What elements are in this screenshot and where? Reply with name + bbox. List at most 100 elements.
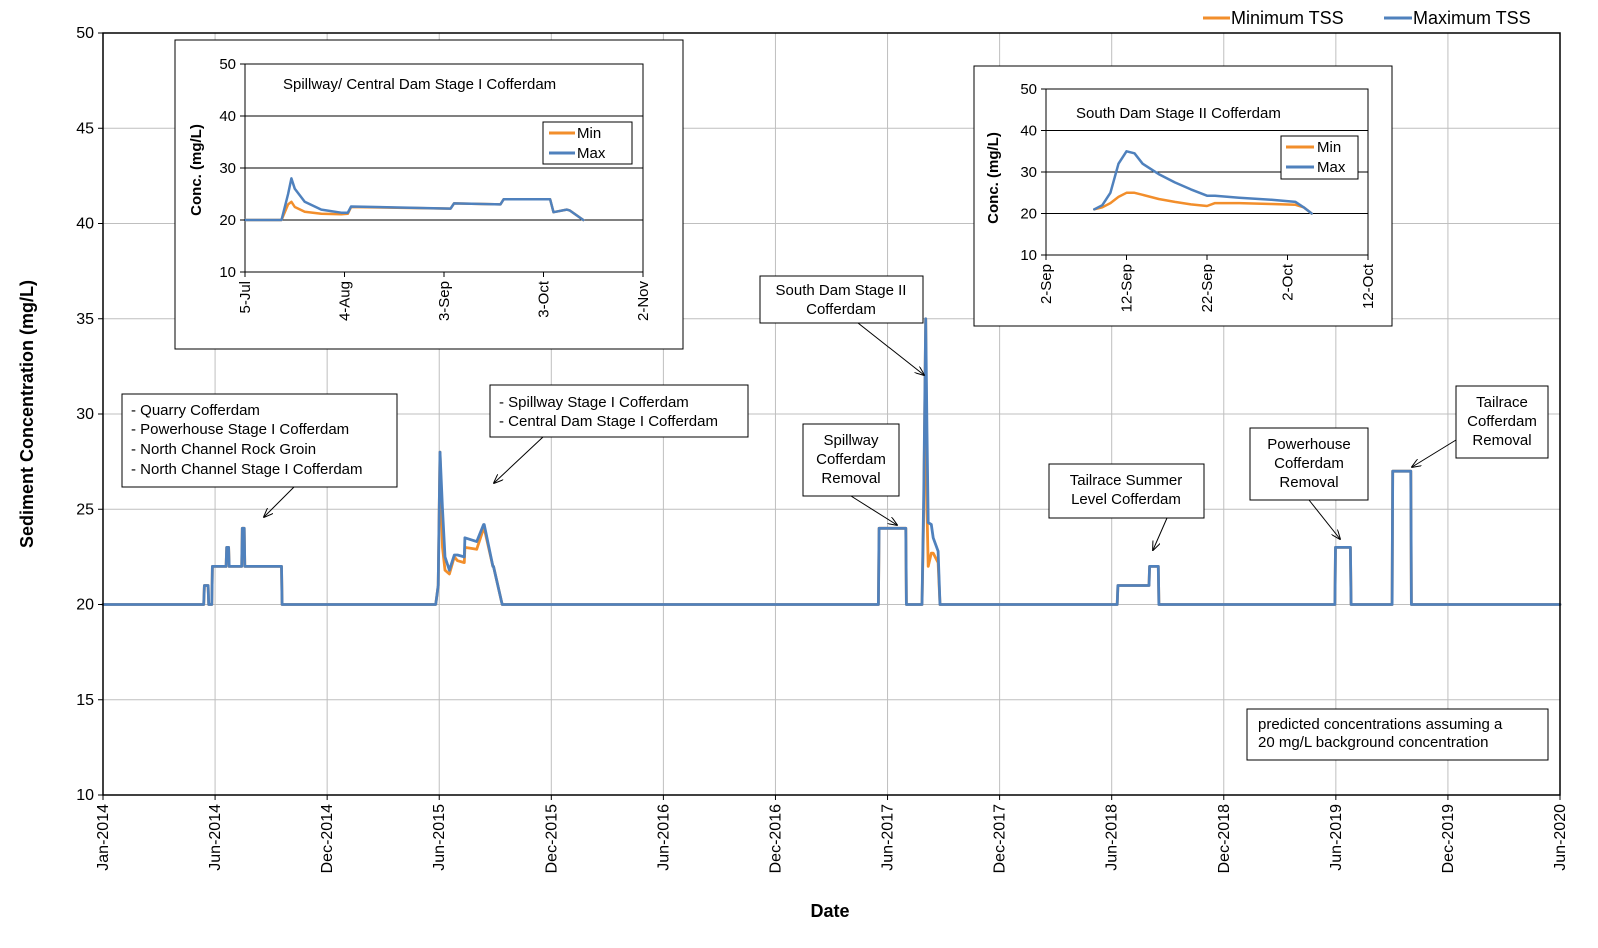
main-max-series-line bbox=[101, 317, 1562, 606]
main-y-tick-label: 30 bbox=[76, 406, 94, 423]
annotation-7-line-2: Cofferdam bbox=[1467, 413, 1537, 430]
main-y-tick-label: 40 bbox=[76, 216, 94, 233]
inset-2-legend-max-label: Max bbox=[1317, 159, 1346, 176]
inset-2-x-tick-label: 2-Sep bbox=[1038, 264, 1055, 304]
main-x-tick-label: Jun-2014 bbox=[207, 804, 224, 871]
inset-2-min-series-line bbox=[1093, 191, 1313, 215]
legend-max-label: Maximum TSS bbox=[1413, 8, 1531, 28]
legend-min-label: Minimum TSS bbox=[1231, 8, 1344, 28]
main-x-tick-label: Jun-2015 bbox=[431, 804, 448, 871]
inset-1-x-tick-label: 2-Nov bbox=[635, 281, 652, 322]
inset-2-y-tick-label: 30 bbox=[1020, 164, 1037, 181]
main-x-tick-label: Dec-2014 bbox=[319, 804, 336, 873]
annotation-1-line-1: - Quarry Cofferdam bbox=[131, 402, 260, 419]
main-y-tick-label: 15 bbox=[76, 692, 94, 709]
annotation-1-line-2: - Powerhouse Stage I Cofferdam bbox=[131, 421, 349, 438]
annotation-3-box bbox=[759, 275, 924, 324]
inset-2-y-tick-label: 10 bbox=[1020, 247, 1037, 264]
y-axis-title: Sediment Concentration (mg/L) bbox=[17, 280, 37, 548]
inset-2-y-axis-title: Conc. (mg/L) bbox=[985, 132, 1002, 224]
inset-1-y-tick-label: 20 bbox=[219, 212, 236, 229]
annotation-6: Powerhouse Cofferdam Removal bbox=[1249, 427, 1369, 539]
annotation-3-arrow bbox=[857, 322, 924, 375]
annotation-7-box bbox=[1455, 385, 1549, 459]
inset-1-x-tick-label: 5-Jul bbox=[237, 281, 254, 314]
inset-2-x-tick-label: 22-Sep bbox=[1199, 264, 1216, 312]
inset-1-max-series-line bbox=[243, 177, 585, 222]
main-x-tick-label: Jun-2018 bbox=[1104, 804, 1121, 871]
main-x-tick-label: Dec-2017 bbox=[992, 804, 1009, 873]
inset-1-x-tick-label: 4-Aug bbox=[337, 281, 354, 321]
annotation-4-arrow bbox=[850, 495, 897, 525]
inset-1: 10 20 30 40 50 5-Jul 4-Aug 3-Sep 3-Oct 2-Nov Spi… bbox=[174, 39, 684, 350]
annotation-7: Tailrace Cofferdam Removal bbox=[1412, 385, 1549, 467]
inset-1-y-tick-label: 30 bbox=[219, 160, 236, 177]
annotation-7-line-3: Removal bbox=[1472, 432, 1531, 449]
annotation-3-line-2: Cofferdam bbox=[806, 301, 876, 318]
legend: Minimum TSS Maximum TSS bbox=[1203, 8, 1531, 28]
main-x-tick-label: Dec-2018 bbox=[1216, 804, 1233, 873]
main-y-tick-label: 25 bbox=[76, 501, 94, 518]
annotation-5-line-2: Level Cofferdam bbox=[1071, 491, 1181, 508]
main-x-tick-label: Dec-2019 bbox=[1440, 804, 1457, 873]
inset-2-x-tick-label: 2-Oct bbox=[1280, 263, 1297, 301]
inset-2-x-tick-label: 12-Oct bbox=[1360, 263, 1377, 309]
annotation-2-box bbox=[489, 384, 749, 438]
x-axis-title: Date bbox=[810, 901, 849, 921]
inset-2-title: South Dam Stage II Cofferdam bbox=[1076, 105, 1281, 122]
annotation-1-box bbox=[121, 393, 398, 488]
annotation-2-line-2: - Central Dam Stage I Cofferdam bbox=[499, 413, 718, 430]
inset-1-y-tick-label: 40 bbox=[219, 108, 236, 125]
annotation-6-arrow bbox=[1308, 499, 1340, 539]
inset-1-title: Spillway/ Central Dam Stage I Cofferdam bbox=[283, 76, 556, 93]
annotation-6-line-2: Cofferdam bbox=[1274, 455, 1344, 472]
main-x-tick-label: Dec-2015 bbox=[543, 804, 560, 873]
annotation-1: - Quarry Cofferdam - Powerhouse Stage I … bbox=[121, 393, 398, 517]
annotation-3: South Dam Stage II Cofferdam bbox=[759, 275, 924, 375]
main-y-tick-label: 35 bbox=[76, 311, 94, 328]
annotation-5-arrow bbox=[1153, 517, 1168, 550]
annotation-4-line-2: Cofferdam bbox=[816, 451, 886, 468]
main-x-tick-label: Jun-2016 bbox=[655, 804, 672, 871]
inset-2-legend-min-label: Min bbox=[1317, 139, 1341, 156]
annotation-2-arrow bbox=[494, 436, 544, 483]
inset-1-y-tick-label: 10 bbox=[219, 264, 236, 281]
background-note-line-1: predicted concentrations assuming a bbox=[1258, 716, 1503, 733]
inset-2-frame bbox=[973, 65, 1393, 327]
annotation-1-line-3: - North Channel Rock Groin bbox=[131, 441, 316, 458]
annotation-6-box bbox=[1249, 427, 1369, 501]
annotation-5-line-1: Tailrace Summer bbox=[1070, 472, 1183, 489]
annotation-4-line-1: Spillway bbox=[823, 432, 879, 449]
background-note-line-2: 20 mg/L background concentration bbox=[1258, 734, 1488, 751]
inset-1-legend-max-label: Max bbox=[577, 145, 606, 162]
inset-1-y-axis-title: Conc. (mg/L) bbox=[188, 124, 205, 216]
main-x-tick-label: Jun-2019 bbox=[1328, 804, 1345, 871]
inset-2-legend-box bbox=[1280, 135, 1359, 180]
inset-2-x-tick-label: 12-Sep bbox=[1119, 264, 1136, 312]
inset-1-legend-box bbox=[542, 121, 633, 165]
main-x-tick-label: Jan-2014 bbox=[95, 804, 112, 871]
main-y-tick-label: 20 bbox=[76, 597, 94, 614]
annotation-2: - Spillway Stage I Cofferdam - Central D… bbox=[489, 384, 749, 483]
main-y-tick-label: 45 bbox=[76, 120, 94, 137]
annotation-2-line-1: - Spillway Stage I Cofferdam bbox=[499, 394, 689, 411]
main-x-tick-label: Dec-2016 bbox=[767, 804, 784, 873]
main-x-tick-label: Jun-2020 bbox=[1552, 804, 1569, 871]
annotation-4-box bbox=[802, 423, 900, 497]
annotation-1-line-4: - North Channel Stage I Cofferdam bbox=[131, 461, 363, 478]
inset-1-frame bbox=[174, 39, 684, 350]
annotation-6-line-1: Powerhouse bbox=[1267, 436, 1350, 453]
inset-2-max-series-line bbox=[1093, 150, 1313, 215]
annotation-1-arrow bbox=[264, 486, 295, 517]
main-y-tick-label: 50 bbox=[76, 25, 94, 42]
inset-2-y-tick-label: 50 bbox=[1020, 81, 1037, 98]
annotation-7-arrow bbox=[1412, 439, 1457, 467]
inset-1-x-tick-label: 3-Oct bbox=[536, 280, 553, 318]
annotation-5-box bbox=[1048, 463, 1205, 519]
annotation-4-line-3: Removal bbox=[821, 470, 880, 487]
inset-1-y-tick-label: 50 bbox=[219, 56, 236, 73]
inset-1-legend-min-label: Min bbox=[577, 125, 601, 142]
